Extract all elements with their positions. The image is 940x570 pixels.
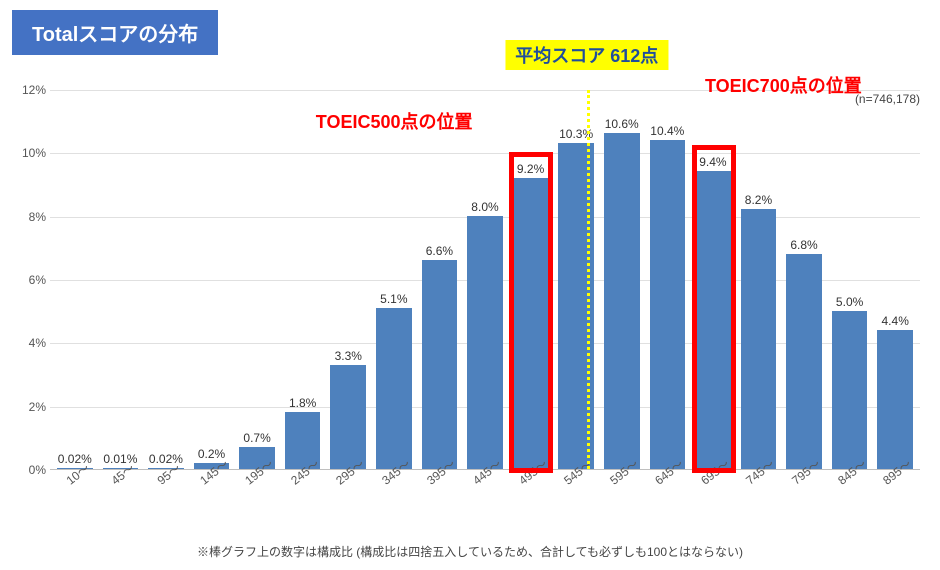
average-score-label: 平均スコア 612点: [505, 40, 668, 70]
bar-value-label: 3.3%: [335, 349, 362, 363]
chart-footnote: ※棒グラフ上の数字は構成比 (構成比は四捨五入しているため、合計しても必ずしも1…: [0, 543, 940, 560]
bar-slot: 5.1%345～: [371, 90, 417, 469]
bar-value-label: 4.4%: [882, 314, 909, 328]
bar-value-label: 8.2%: [745, 193, 772, 207]
bar-value-label: 1.8%: [289, 396, 316, 410]
bar-slot: 0.01%45～: [98, 90, 144, 469]
bar: 5.1%: [376, 308, 412, 470]
bar-slot: 0.7%195～: [234, 90, 280, 469]
bar: 8.0%: [467, 216, 503, 469]
bar-value-label: 10.4%: [650, 124, 684, 138]
bar-slot: 0.02%10～: [52, 90, 98, 469]
ytick-label: 10%: [22, 146, 46, 160]
ytick-label: 6%: [22, 273, 46, 287]
bar-slot: 9.2%495～: [508, 90, 554, 469]
bar: 9.4%: [695, 171, 731, 469]
bar: 10.4%: [650, 140, 686, 469]
ytick-label: 0%: [22, 463, 46, 477]
bar-slot: 1.8%245～: [280, 90, 326, 469]
toeic-500-annotation: TOEIC500点の位置: [316, 108, 473, 134]
bar: 10.6%: [604, 133, 640, 469]
bar: 6.8%: [786, 254, 822, 469]
bar-value-label: 9.4%: [699, 155, 726, 169]
bar-slot: 9.4%695～: [690, 90, 736, 469]
bar-slot: 0.02%95～: [143, 90, 189, 469]
bar-slot: 10.4%645～: [645, 90, 691, 469]
bar-value-label: 5.0%: [836, 295, 863, 309]
bar-value-label: 9.2%: [517, 162, 544, 176]
bar-slot: 8.2%745～: [736, 90, 782, 469]
bar-value-label: 10.6%: [605, 117, 639, 131]
bar-slot: 8.0%445～: [462, 90, 508, 469]
bar: 3.3%: [330, 365, 366, 470]
distribution-chart: 0%2%4%6%8%10%12%0.02%10～0.01%45～0.02%95～…: [30, 70, 930, 500]
ytick-label: 12%: [22, 83, 46, 97]
bar-slot: 5.0%845～: [827, 90, 873, 469]
bar-value-label: 6.8%: [790, 238, 817, 252]
bar-slot: 6.6%395～: [417, 90, 463, 469]
bar-value-label: 0.7%: [243, 431, 270, 445]
bar-slot: 10.3%545～: [553, 90, 599, 469]
page-title: Totalスコアの分布: [12, 10, 218, 55]
bars-container: 0.02%10～0.01%45～0.02%95～0.2%145～0.7%195～…: [50, 90, 920, 469]
bar: 6.6%: [422, 260, 458, 469]
bar: 9.2%: [513, 178, 549, 469]
bar-slot: 3.3%295～: [325, 90, 371, 469]
ytick-label: 8%: [22, 210, 46, 224]
plot-area: 0%2%4%6%8%10%12%0.02%10～0.01%45～0.02%95～…: [50, 90, 920, 470]
bar-value-label: 8.0%: [471, 200, 498, 214]
bar-value-label: 5.1%: [380, 292, 407, 306]
bar-slot: 6.8%795～: [781, 90, 827, 469]
bar-slot: 4.4%895～: [872, 90, 918, 469]
bar: 5.0%: [832, 311, 868, 469]
bar: 4.4%: [877, 330, 913, 469]
average-line: [587, 90, 590, 469]
bar-slot: 0.2%145～: [189, 90, 235, 469]
ytick-label: 2%: [22, 400, 46, 414]
toeic-700-annotation: TOEIC700点の位置: [705, 72, 862, 98]
ytick-label: 4%: [22, 336, 46, 350]
bar: 8.2%: [741, 209, 777, 469]
bar-value-label: 6.6%: [426, 244, 453, 258]
bar-slot: 10.6%595～: [599, 90, 645, 469]
